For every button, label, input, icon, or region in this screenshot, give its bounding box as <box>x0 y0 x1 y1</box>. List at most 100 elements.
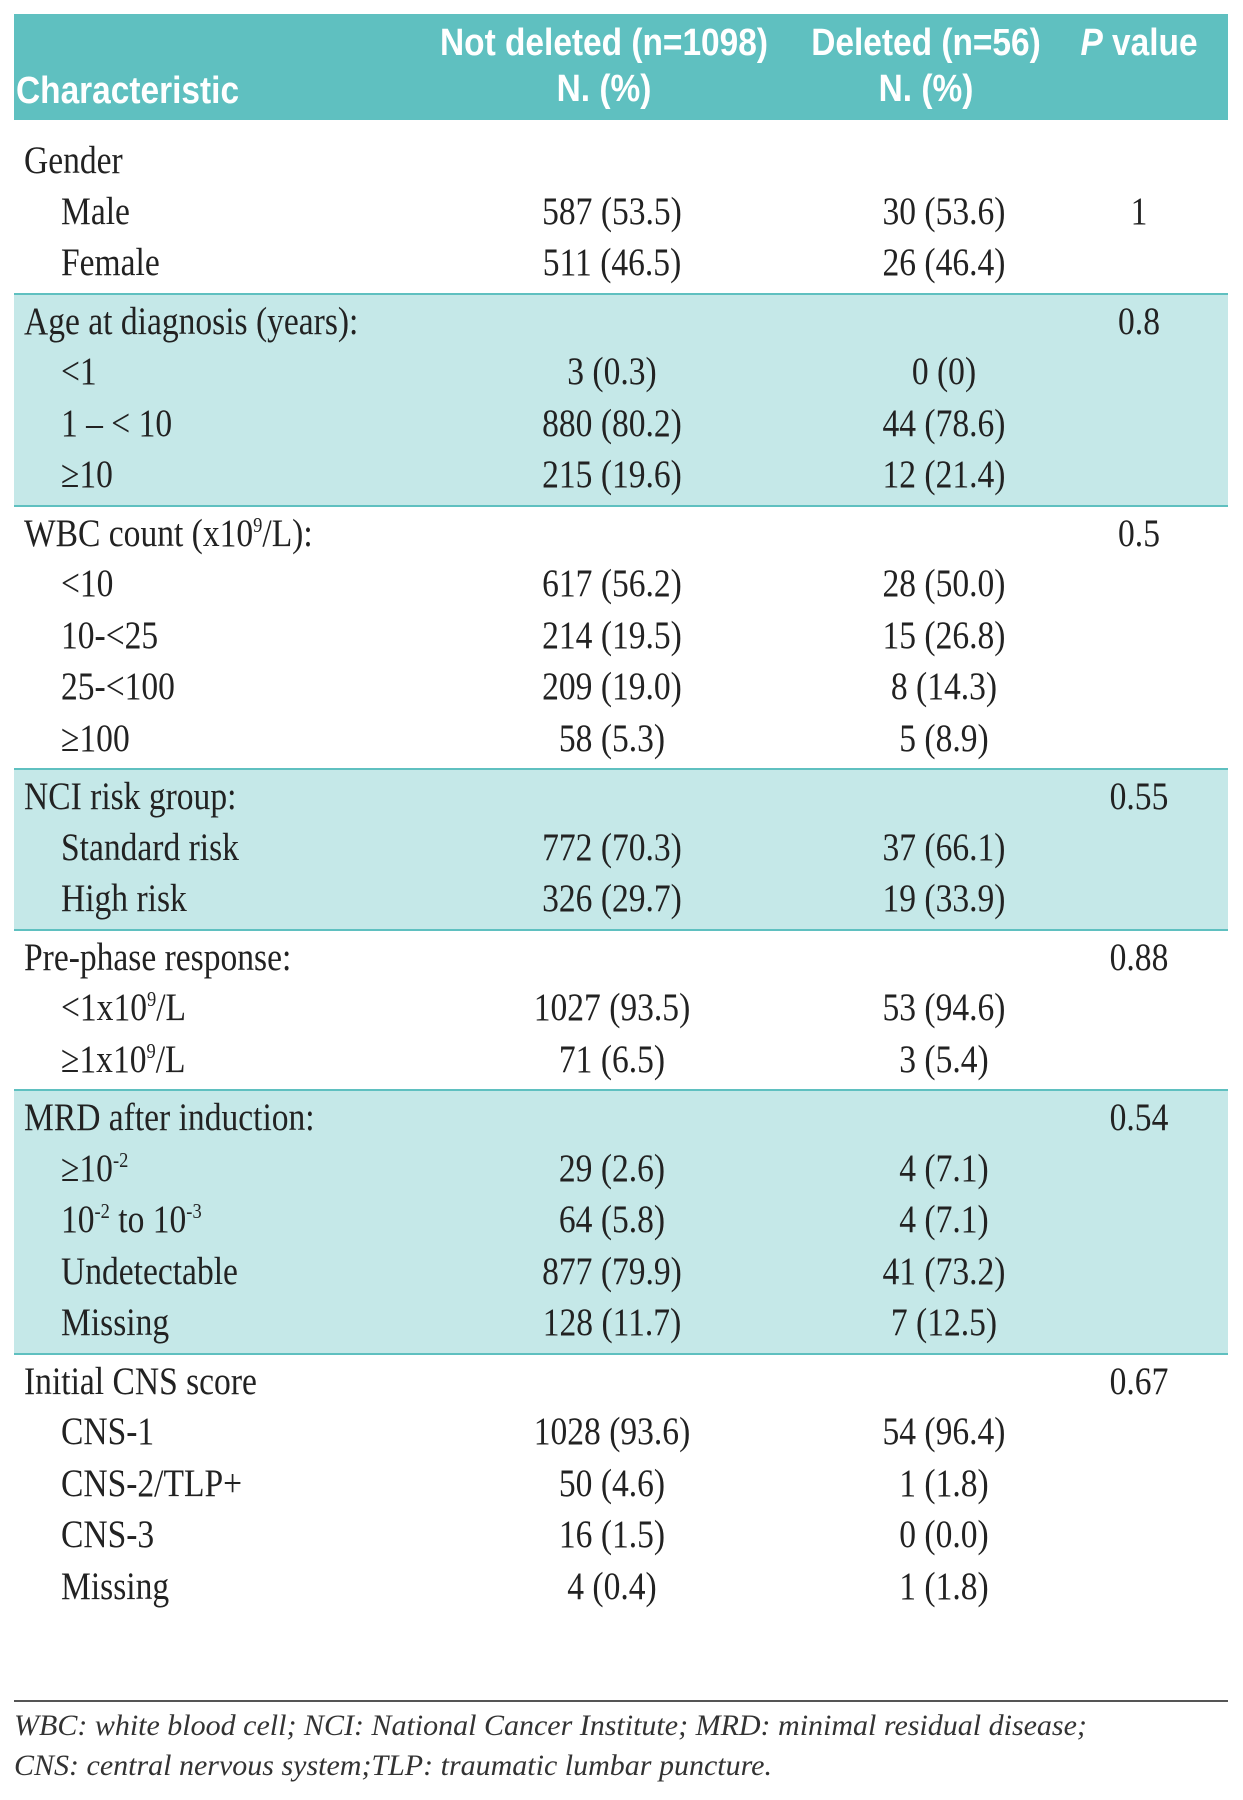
not-deleted-value: 50 (4.6) <box>558 1461 666 1505</box>
not-deleted-value: 215 (19.6) <box>542 453 682 496</box>
footer-divider <box>14 1700 1228 1702</box>
deleted-value: 5 (8.9) <box>899 716 989 760</box>
deleted-value: 1 (1.8) <box>899 1461 989 1505</box>
group-label-text-post: /L): <box>262 511 313 555</box>
table-row: <1 3 (0.3) 0 (0) <box>14 346 1228 398</box>
not-deleted-value: 511 (46.5) <box>542 241 682 284</box>
table-row: Male 587 (53.5) 30 (53.6) 1 <box>14 186 1228 238</box>
row-label: <10 <box>61 562 114 605</box>
deleted-value: 7 (12.5) <box>890 1301 998 1344</box>
not-deleted-value: 772 (70.3) <box>542 825 682 869</box>
group-heading-row: Initial CNS score 0.67 <box>14 1355 1228 1407</box>
not-deleted-value: 4 (0.4) <box>567 1564 657 1608</box>
deleted-value: 15 (26.8) <box>882 613 1006 657</box>
table-row: High risk 326 (29.7) 19 (33.9) <box>14 873 1228 925</box>
table-row: 10-<25 214 (19.5) 15 (26.8) <box>14 610 1228 662</box>
row-label: Undetectable <box>61 1249 238 1293</box>
row-label: Standard risk <box>61 825 239 869</box>
header-not-deleted-title: Not deleted (n=1098) <box>440 22 768 64</box>
deleted-value: 26 (46.4) <box>882 241 1006 284</box>
not-deleted-value: 617 (56.2) <box>542 562 682 605</box>
group-heading-row: MRD after induction: 0.54 <box>14 1091 1228 1143</box>
header-p-italic: P <box>1080 22 1103 64</box>
row-label-text-post: /L <box>156 986 187 1029</box>
table-row: CNS-2/TLP+ 50 (4.6) 1 (1.8) <box>14 1458 1228 1510</box>
row-label: Female <box>61 241 160 284</box>
row-label: CNS-1 <box>61 1410 155 1453</box>
group-p-value: 0.8 <box>1118 299 1160 343</box>
deleted-value: 3 (5.4) <box>899 1037 989 1081</box>
row-label: CNS-2/TLP+ <box>61 1461 243 1505</box>
not-deleted-value: 326 (29.7) <box>542 877 682 920</box>
table-row: ≥100 58 (5.3) 5 (8.9) <box>14 713 1228 765</box>
not-deleted-value: 214 (19.5) <box>542 613 682 657</box>
row-label: ≥10-2 <box>61 1143 128 1195</box>
table-row: Missing 4 (0.4) 1 (1.8) <box>14 1561 1228 1613</box>
header-not-deleted: Not deleted (n=1098) N. (%) <box>437 20 771 112</box>
p-value: 1 <box>1130 189 1148 233</box>
group-label: Age at diagnosis (years): <box>24 299 359 343</box>
not-deleted-value: 1027 (93.5) <box>533 986 691 1029</box>
table-row: <1x109/L 1027 (93.5) 53 (94.6) <box>14 982 1228 1034</box>
row-label: <1 <box>61 350 97 393</box>
header-deleted: Deleted (n=56) N. (%) <box>794 20 1058 112</box>
table-footnote: WBC: white blood cell; NCI: National Can… <box>14 1706 1228 1786</box>
table-row: ≥10 215 (19.6) 12 (21.4) <box>14 449 1228 501</box>
row-label: ≥100 <box>61 716 130 760</box>
group-heading-row: Pre-phase response: 0.88 <box>14 931 1228 983</box>
not-deleted-value: 587 (53.5) <box>542 189 682 233</box>
row-label-superscript: -2 <box>112 1147 129 1172</box>
deleted-value: 19 (33.9) <box>882 877 1006 920</box>
header-p-value: P value <box>1073 20 1205 66</box>
row-group: NCI risk group: 0.55 Standard risk 772 (70.… <box>14 768 1228 929</box>
not-deleted-value: 29 (2.6) <box>558 1146 666 1190</box>
table-row: ≥1x109/L 71 (6.5) 3 (5.4) <box>14 1034 1228 1086</box>
deleted-value: 8 (14.3) <box>890 665 998 708</box>
header-characteristic: Characteristic <box>16 70 240 112</box>
row-label-superscript: 9 <box>147 987 157 1011</box>
group-heading-row: WBC count (x109/L): 0.5 <box>14 507 1228 559</box>
not-deleted-value: 3 (0.3) <box>567 350 657 393</box>
group-heading-row: Gender <box>14 134 1228 186</box>
deleted-value: 0 (0.0) <box>899 1513 989 1556</box>
row-label: 1 – < 10 <box>61 401 173 445</box>
header-deleted-title: Deleted (n=56) <box>811 22 1041 64</box>
table-body: Gender Male 587 (53.5) 30 (53.6) 1 Female 511 … <box>14 120 1228 1616</box>
row-label-text-mid: to 10 <box>109 1198 187 1241</box>
not-deleted-value: 877 (79.9) <box>542 1249 682 1293</box>
row-label-superscript: 9 <box>146 1038 156 1063</box>
deleted-value: 4 (7.1) <box>899 1146 989 1190</box>
group-p-value: 0.55 <box>1109 775 1169 818</box>
row-group: Initial CNS score 0.67 CNS-1 1028 (93.6) 54 … <box>14 1352 1228 1617</box>
deleted-value: 41 (73.2) <box>882 1249 1006 1293</box>
row-label: <1x109/L <box>61 982 186 1034</box>
group-label-superscript: 9 <box>253 512 263 537</box>
table-row: 25-<100 209 (19.0) 8 (14.3) <box>14 661 1228 713</box>
row-label: Male <box>61 189 130 233</box>
group-p-value: 0.88 <box>1109 935 1169 979</box>
characteristics-table: Characteristic Not deleted (n=1098) N. (… <box>14 14 1228 1616</box>
table-row: Standard risk 772 (70.3) 37 (66.1) <box>14 822 1228 874</box>
group-p-value: 0.67 <box>1109 1359 1169 1403</box>
not-deleted-value: 58 (5.3) <box>558 716 666 760</box>
deleted-value: 12 (21.4) <box>882 453 1006 496</box>
group-label: NCI risk group: <box>24 775 237 818</box>
deleted-value: 4 (7.1) <box>899 1198 989 1241</box>
row-group: MRD after induction: 0.54 ≥10-2 29 (2.6) 4 (… <box>14 1089 1228 1353</box>
not-deleted-value: 64 (5.8) <box>558 1198 666 1241</box>
row-label: 10-2 to 10-3 <box>61 1194 202 1246</box>
deleted-value: 54 (96.4) <box>882 1410 1006 1453</box>
row-label-superscript-2: -3 <box>186 1199 202 1223</box>
row-label: CNS-3 <box>61 1513 155 1556</box>
footnote-line-1: WBC: white blood cell; NCI: National Can… <box>14 1709 1087 1742</box>
group-label: Pre-phase response: <box>24 935 292 979</box>
row-label: Missing <box>61 1301 170 1344</box>
deleted-value: 30 (53.6) <box>882 189 1006 233</box>
row-group: Gender Male 587 (53.5) 30 (53.6) 1 Female 511 … <box>14 134 1228 293</box>
not-deleted-value: 128 (11.7) <box>542 1301 682 1344</box>
row-group: WBC count (x109/L): 0.5 <10 617 (56.2) 28 (5… <box>14 504 1228 769</box>
row-group: Age at diagnosis (years): 0.8 <1 3 (0.3) 0 (… <box>14 292 1228 505</box>
not-deleted-value: 1028 (93.6) <box>533 1410 691 1453</box>
deleted-value: 44 (78.6) <box>882 401 1006 445</box>
table-row: Missing 128 (11.7) 7 (12.5) <box>14 1297 1228 1349</box>
